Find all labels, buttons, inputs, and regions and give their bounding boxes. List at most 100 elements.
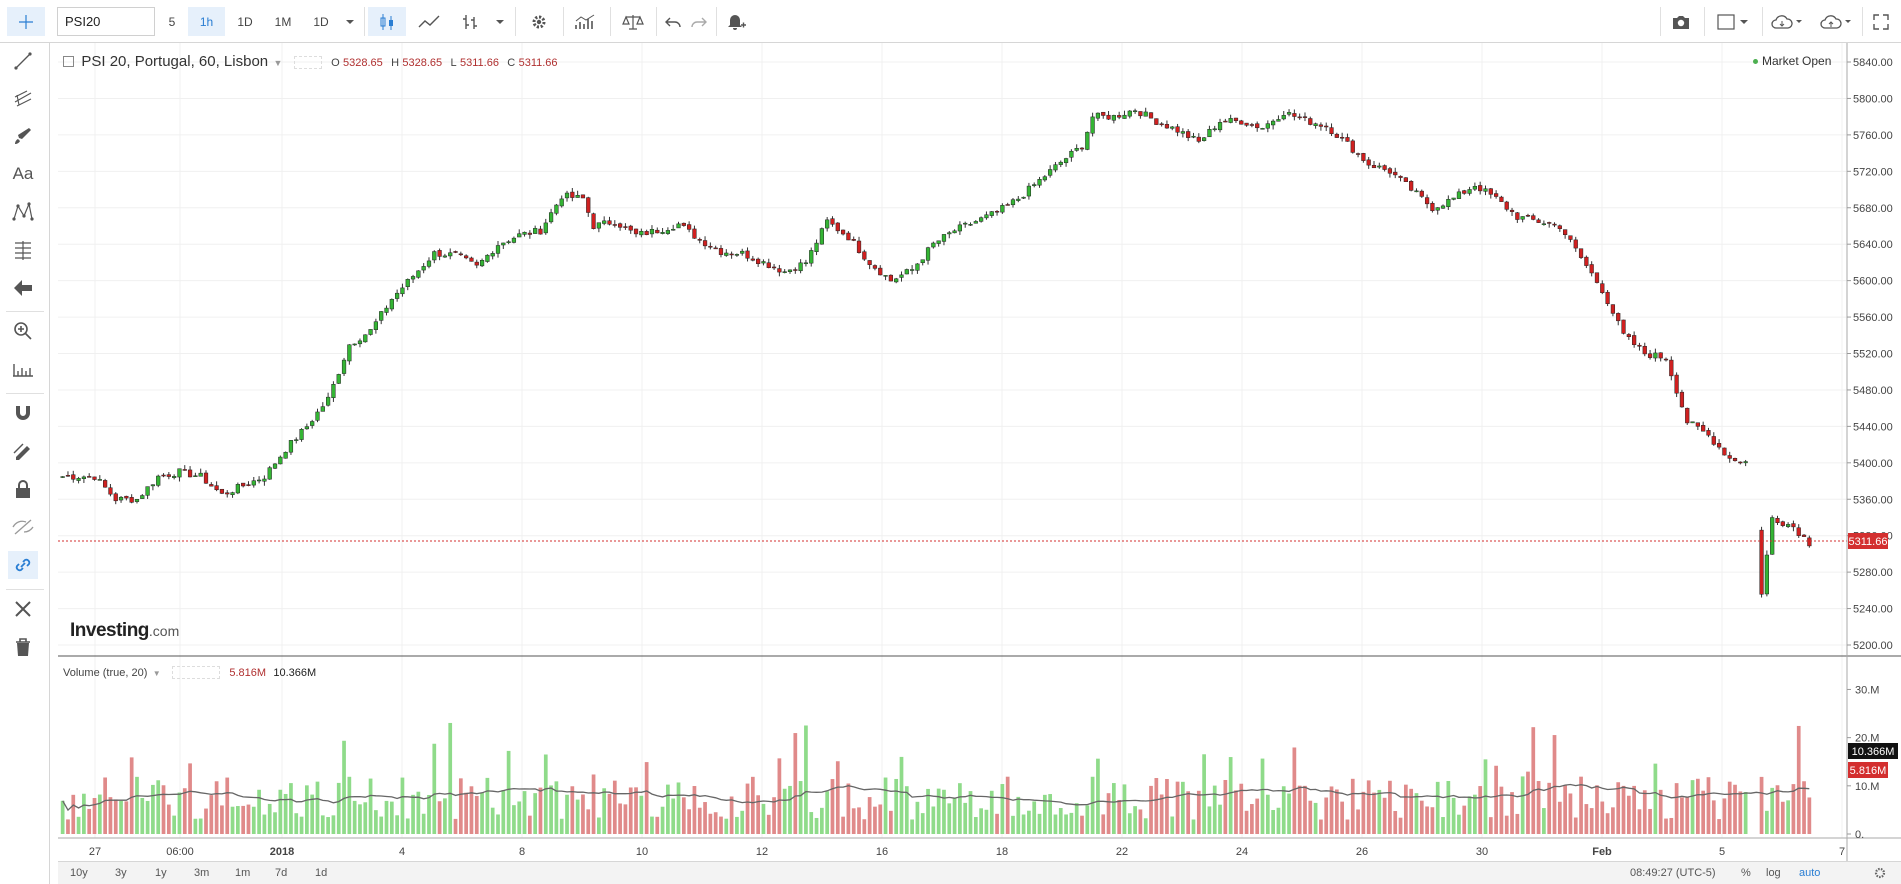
volume-bar bbox=[82, 793, 86, 834]
scale-settings-button[interactable] bbox=[1874, 865, 1886, 881]
range-1y-button[interactable]: 1y bbox=[155, 867, 167, 879]
ohlc-low-label: L bbox=[450, 57, 457, 69]
candle-down bbox=[1632, 335, 1637, 346]
magnet-tool[interactable] bbox=[8, 399, 38, 427]
candle-up bbox=[299, 429, 304, 440]
volume-bar bbox=[597, 817, 601, 834]
candles-style-button[interactable] bbox=[368, 7, 406, 36]
volume-bar bbox=[1329, 786, 1334, 834]
toolbar-separator bbox=[1704, 7, 1705, 36]
fib-tool[interactable] bbox=[8, 236, 38, 264]
snapshot-button[interactable] bbox=[1663, 7, 1699, 36]
volume-bar bbox=[246, 804, 251, 834]
volume-bar bbox=[1669, 817, 1674, 834]
volume-bar bbox=[851, 808, 856, 834]
volume-bar bbox=[336, 782, 341, 834]
candle-up bbox=[957, 224, 962, 232]
candles bbox=[60, 107, 1812, 598]
ohlc-low-value: 5311.66 bbox=[459, 57, 499, 69]
lock-tool[interactable] bbox=[8, 475, 38, 503]
interval-1d-button[interactable]: 1D bbox=[237, 14, 253, 29]
candle-up bbox=[1276, 119, 1281, 122]
candle-down bbox=[580, 194, 586, 199]
range-1d-button[interactable]: 1d bbox=[315, 867, 328, 879]
volume-bar bbox=[1467, 796, 1472, 834]
interval-5-button[interactable]: 5 bbox=[168, 14, 176, 29]
range-3m-button[interactable]: 3m bbox=[194, 867, 210, 879]
volume-title[interactable]: Volume (true, 20) bbox=[63, 667, 148, 679]
series-title[interactable]: PSI 20, Portugal, 60, Lisbon bbox=[81, 53, 269, 70]
series-dropdown-icon[interactable]: ▼ bbox=[273, 58, 283, 68]
range-10y-button[interactable]: 10y bbox=[70, 867, 88, 879]
interval-1d-alt-button[interactable]: 1D bbox=[313, 14, 329, 29]
candle-down bbox=[187, 469, 193, 478]
alert-button[interactable] bbox=[718, 7, 754, 36]
volume-bar bbox=[1053, 814, 1058, 834]
camera-icon bbox=[1673, 15, 1689, 29]
volume-bar bbox=[549, 785, 553, 834]
redo-icon bbox=[691, 17, 707, 27]
remove-drawings-tool[interactable] bbox=[8, 633, 38, 661]
bars-style-button[interactable] bbox=[452, 7, 488, 36]
volume-bar bbox=[745, 783, 750, 834]
crosshair-tool-button[interactable] bbox=[7, 7, 45, 36]
trend-line-tool[interactable] bbox=[8, 47, 38, 75]
candle-down bbox=[1685, 407, 1690, 424]
line-style-button[interactable] bbox=[410, 7, 448, 36]
candle-up bbox=[1483, 188, 1488, 192]
log-scale-button[interactable]: log bbox=[1766, 867, 1781, 879]
interval-1h-button[interactable]: 1h bbox=[188, 7, 225, 36]
candle-up bbox=[1207, 129, 1212, 138]
time-tick-label: Feb bbox=[1592, 846, 1612, 858]
candle-up bbox=[341, 359, 347, 374]
candle-up bbox=[1026, 185, 1032, 197]
volume-bar bbox=[411, 794, 415, 834]
interval-dropdown-button[interactable] bbox=[340, 7, 360, 36]
volume-bar bbox=[1340, 801, 1345, 834]
indicators-button[interactable] bbox=[566, 7, 604, 36]
tools-settings[interactable] bbox=[8, 595, 38, 623]
redo-button[interactable] bbox=[686, 7, 712, 36]
candle-down bbox=[1801, 534, 1807, 537]
link-tool[interactable] bbox=[8, 551, 38, 579]
auto-scale-button[interactable]: auto bbox=[1799, 867, 1821, 879]
volume-bar bbox=[533, 793, 538, 834]
series-buttons-icon[interactable] bbox=[293, 56, 322, 70]
volume-buttons-icon[interactable] bbox=[171, 666, 220, 680]
volume-bar bbox=[1196, 790, 1201, 834]
percent-scale-button[interactable]: % bbox=[1741, 867, 1751, 879]
measure-tool[interactable] bbox=[8, 355, 38, 383]
stay-in-drawing-tool[interactable] bbox=[8, 437, 38, 465]
pattern-tool[interactable] bbox=[8, 198, 38, 226]
volume-bar bbox=[506, 750, 511, 834]
volume-dropdown-icon[interactable]: ▼ bbox=[152, 669, 161, 678]
range-7d-button[interactable]: 7d bbox=[275, 867, 288, 879]
text-tool[interactable]: Aa bbox=[8, 160, 38, 188]
volume-bar bbox=[188, 763, 192, 834]
volume-bar bbox=[204, 808, 208, 834]
volume-bar bbox=[931, 806, 936, 834]
interval-1m-button[interactable]: 1M bbox=[274, 14, 292, 29]
arrow-tool[interactable] bbox=[8, 274, 38, 302]
chart-style-dropdown[interactable] bbox=[490, 7, 510, 36]
candle-up bbox=[1377, 165, 1382, 168]
range-1m-button[interactable]: 1m bbox=[235, 867, 251, 879]
compare-button[interactable] bbox=[614, 7, 652, 36]
volume-bar bbox=[405, 818, 410, 834]
volume-bar bbox=[437, 801, 442, 834]
undo-button[interactable] bbox=[660, 7, 686, 36]
range-3y-button[interactable]: 3y bbox=[115, 867, 127, 879]
zoom-tool[interactable] bbox=[8, 317, 38, 345]
layout-button[interactable] bbox=[1708, 7, 1758, 36]
symbol-input[interactable] bbox=[57, 7, 155, 36]
pitchfork-tool[interactable] bbox=[8, 84, 38, 112]
fullscreen-button[interactable] bbox=[1866, 7, 1896, 36]
load-chart-button[interactable] bbox=[1764, 7, 1810, 36]
settings-button[interactable] bbox=[520, 7, 558, 36]
collapse-legend-icon[interactable] bbox=[63, 56, 74, 68]
save-chart-button[interactable] bbox=[1813, 7, 1859, 36]
volume-bar bbox=[1653, 763, 1658, 834]
hide-drawings-tool[interactable] bbox=[8, 513, 38, 541]
brush-tool[interactable] bbox=[8, 122, 38, 150]
